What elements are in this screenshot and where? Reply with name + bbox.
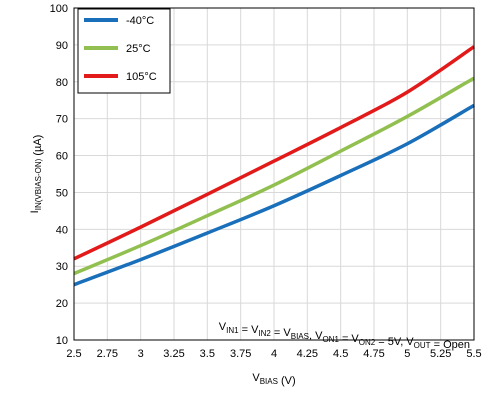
y-tick-label: 70 [56, 114, 68, 126]
series-line [73, 76, 475, 276]
series-line [73, 45, 475, 261]
y-tick-label: 80 [56, 77, 68, 89]
legend-label: 25°C [126, 43, 151, 55]
y-tick-label: 20 [56, 298, 68, 310]
x-tick-label: 3.75 [230, 348, 251, 360]
series-line [73, 103, 475, 287]
x-tick-label: 3 [138, 348, 144, 360]
plot-frame [73, 7, 475, 341]
legend-label: 105°C [126, 71, 157, 83]
y-tick-label: 60 [56, 151, 68, 163]
x-tick-label: 5 [404, 348, 410, 360]
x-tick-label: 5.25 [430, 348, 451, 360]
x-tick-label: 4.5 [333, 348, 348, 360]
x-axis-label: VBIAS (V) [252, 372, 295, 387]
x-tick-label: 3.25 [163, 348, 184, 360]
x-tick-label: 4 [271, 348, 277, 360]
legend-label: -40°C [126, 15, 154, 27]
x-tick-label: 3.5 [200, 348, 215, 360]
y-tick-label: 40 [56, 224, 68, 236]
conditions-annotation: VIN1 = VIN2 = VBIAS, VON1 = VON2 = 5V, V… [219, 321, 470, 351]
x-tick-label: 5.5 [466, 348, 481, 360]
y-axis-label: IIN(VBIAS-ON) (µA) [29, 135, 44, 214]
y-tick-label: 30 [56, 261, 68, 273]
y-tick-label: 10 [56, 335, 68, 347]
legend-box [77, 8, 171, 94]
series-layer [73, 45, 475, 287]
x-tick-labels: 2.5 2.75 3 3.25 3.5 3.75 4 4.25 4.5 4.75 5 5.25 5.5 [66, 348, 481, 360]
x-tick-label: 2.75 [97, 348, 118, 360]
x-tick-label: 4.75 [363, 348, 384, 360]
y-tick-label: 50 [56, 187, 68, 199]
y-tick-label: 90 [56, 40, 68, 52]
legend: -40°C 25°C 105°C [77, 8, 171, 94]
x-tick-label: 2.5 [66, 348, 81, 360]
x-tick-label: 4.25 [297, 348, 318, 360]
y-tick-label: 100 [50, 3, 68, 15]
y-tick-labels: 10 20 30 40 50 60 70 80 90 100 [50, 3, 68, 347]
